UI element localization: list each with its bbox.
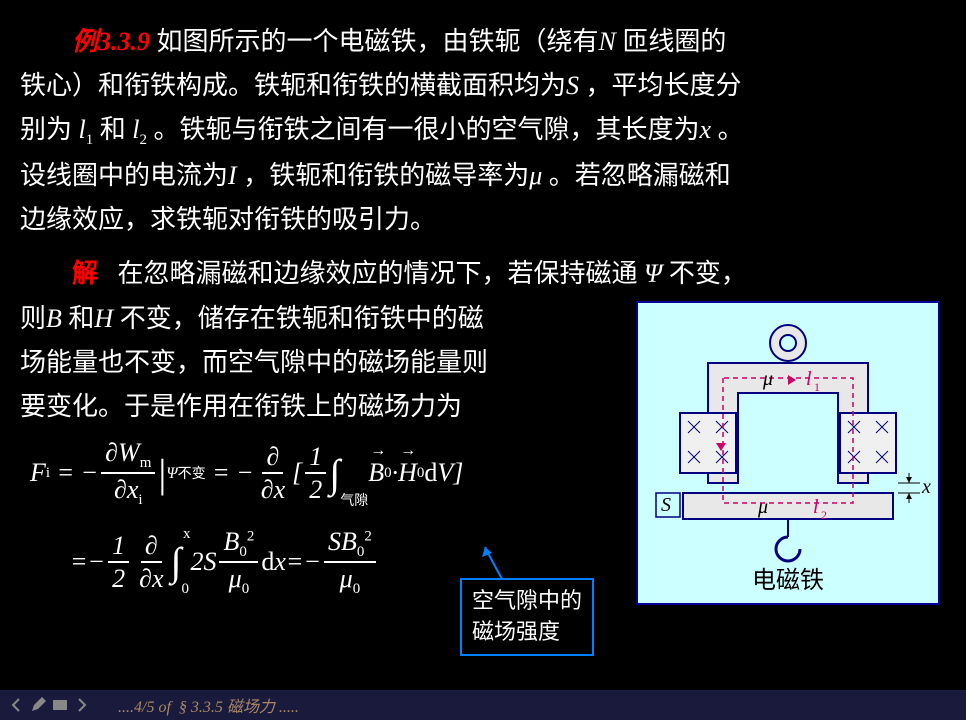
prev-icon[interactable] [8,697,24,713]
svg-text:1: 1 [814,380,820,394]
slide: 例3.3.9 如图所示的一个电磁铁，由铁轭（绕有N 匝线圈的 铁心）和衔铁构成。… [0,0,966,680]
solution-text: 解 在忽略漏磁和边缘效应的情况下，若保持磁通 Ψ 不变， [20,252,946,296]
svg-text:l: l [806,368,812,390]
problem-text: 例3.3.9 如图所示的一个电磁铁，由铁轭（绕有N 匝线圈的 铁心）和衔铁构成。… [20,20,946,242]
example-label: 例3.3.9 [72,27,150,56]
callout-box: 空气隙中的 磁场强度 [460,578,594,656]
solution-label: 解 [72,259,98,288]
next-icon[interactable] [74,697,90,713]
svg-text:μ: μ [762,368,773,390]
electromagnet-svg: x S μ l 1 μ l 2 [638,303,938,573]
status-bar: ....4/5 of § 3.3.5 磁场力 ..... [0,690,966,720]
edit-icon[interactable] [30,697,46,713]
svg-text:x: x [921,476,931,498]
svg-text:S: S [661,494,671,516]
diagram-caption: 电磁铁 [638,560,938,595]
left-column: 则B 和H 不变，储存在铁轭和衔铁中的磁 场能量也不变，而空气隙中的磁场能量则 … [20,297,626,605]
screen-icon[interactable] [52,697,68,713]
svg-text:μ: μ [757,496,768,518]
diagram-col: x S μ l 1 μ l 2 电磁铁 [636,297,946,605]
svg-text:l: l [813,496,819,518]
electromagnet-diagram: x S μ l 1 μ l 2 电磁铁 [636,301,940,605]
formula-1: Fi = − ∂Wm ∂xi |Ψ不变 = − ∂ ∂x [12 ∫气隙 B0 … [30,437,626,509]
page-indicator: ....4/5 of § 3.3.5 磁场力 ..... [118,693,299,717]
svg-text:2: 2 [821,508,827,522]
